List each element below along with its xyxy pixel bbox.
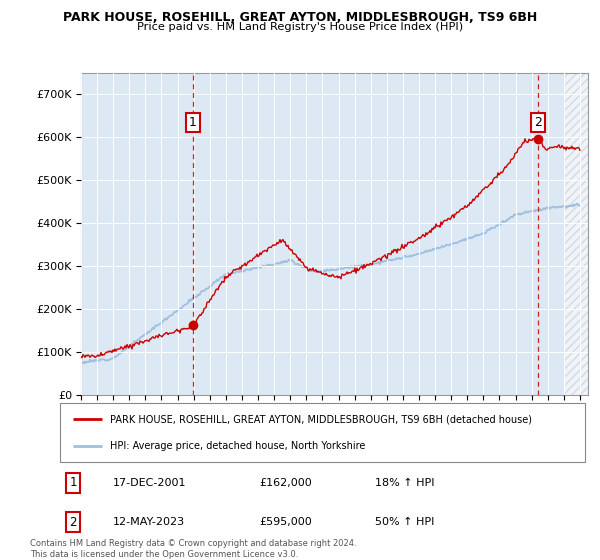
FancyBboxPatch shape <box>60 403 585 462</box>
Text: 50% ↑ HPI: 50% ↑ HPI <box>375 517 434 527</box>
Text: 18% ↑ HPI: 18% ↑ HPI <box>375 478 434 488</box>
Text: HPI: Average price, detached house, North Yorkshire: HPI: Average price, detached house, Nort… <box>110 441 365 451</box>
Text: £162,000: £162,000 <box>260 478 312 488</box>
Text: Contains HM Land Registry data © Crown copyright and database right 2024.
This d: Contains HM Land Registry data © Crown c… <box>30 539 356 559</box>
Text: 1: 1 <box>70 477 77 489</box>
Text: PARK HOUSE, ROSEHILL, GREAT AYTON, MIDDLESBROUGH, TS9 6BH: PARK HOUSE, ROSEHILL, GREAT AYTON, MIDDL… <box>63 11 537 24</box>
Text: Price paid vs. HM Land Registry's House Price Index (HPI): Price paid vs. HM Land Registry's House … <box>137 22 463 32</box>
Text: £595,000: £595,000 <box>260 517 312 527</box>
Text: 2: 2 <box>534 116 542 129</box>
Text: PARK HOUSE, ROSEHILL, GREAT AYTON, MIDDLESBROUGH, TS9 6BH (detached house): PARK HOUSE, ROSEHILL, GREAT AYTON, MIDDL… <box>110 414 532 424</box>
Text: 1: 1 <box>189 116 197 129</box>
Text: 12-MAY-2023: 12-MAY-2023 <box>113 517 185 527</box>
Text: 17-DEC-2001: 17-DEC-2001 <box>113 478 186 488</box>
Bar <box>564 73 596 395</box>
Text: 2: 2 <box>70 516 77 529</box>
Bar <box>564 73 596 395</box>
